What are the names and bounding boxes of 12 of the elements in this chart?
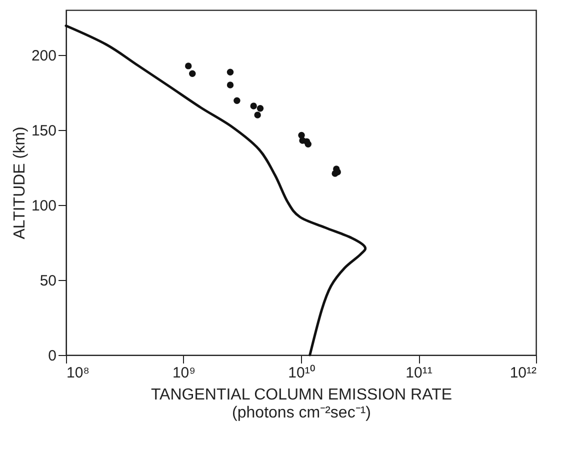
x-tick-label: 10⁸ xyxy=(66,364,90,382)
x-tick-label: 10⁹ xyxy=(172,364,196,382)
y-axis-title: ALTITUDE (km) xyxy=(11,126,28,240)
y-tick-label: 50 xyxy=(40,272,56,290)
x-tick-label: 10¹⁰ xyxy=(288,364,315,382)
y-tick-label: 100 xyxy=(31,198,56,214)
y-tick-label: 0 xyxy=(48,348,56,364)
y-tick-label: 200 xyxy=(31,48,56,64)
x-tick-label: 10¹² xyxy=(510,364,536,382)
y-tick-label: 150 xyxy=(31,122,56,140)
x-axis-title: TANGENTIAL COLUMN EMISSION RATE (photons cm⁻²sec⁻¹) xyxy=(150,386,452,422)
x-tick-label: 10¹¹ xyxy=(406,364,432,382)
